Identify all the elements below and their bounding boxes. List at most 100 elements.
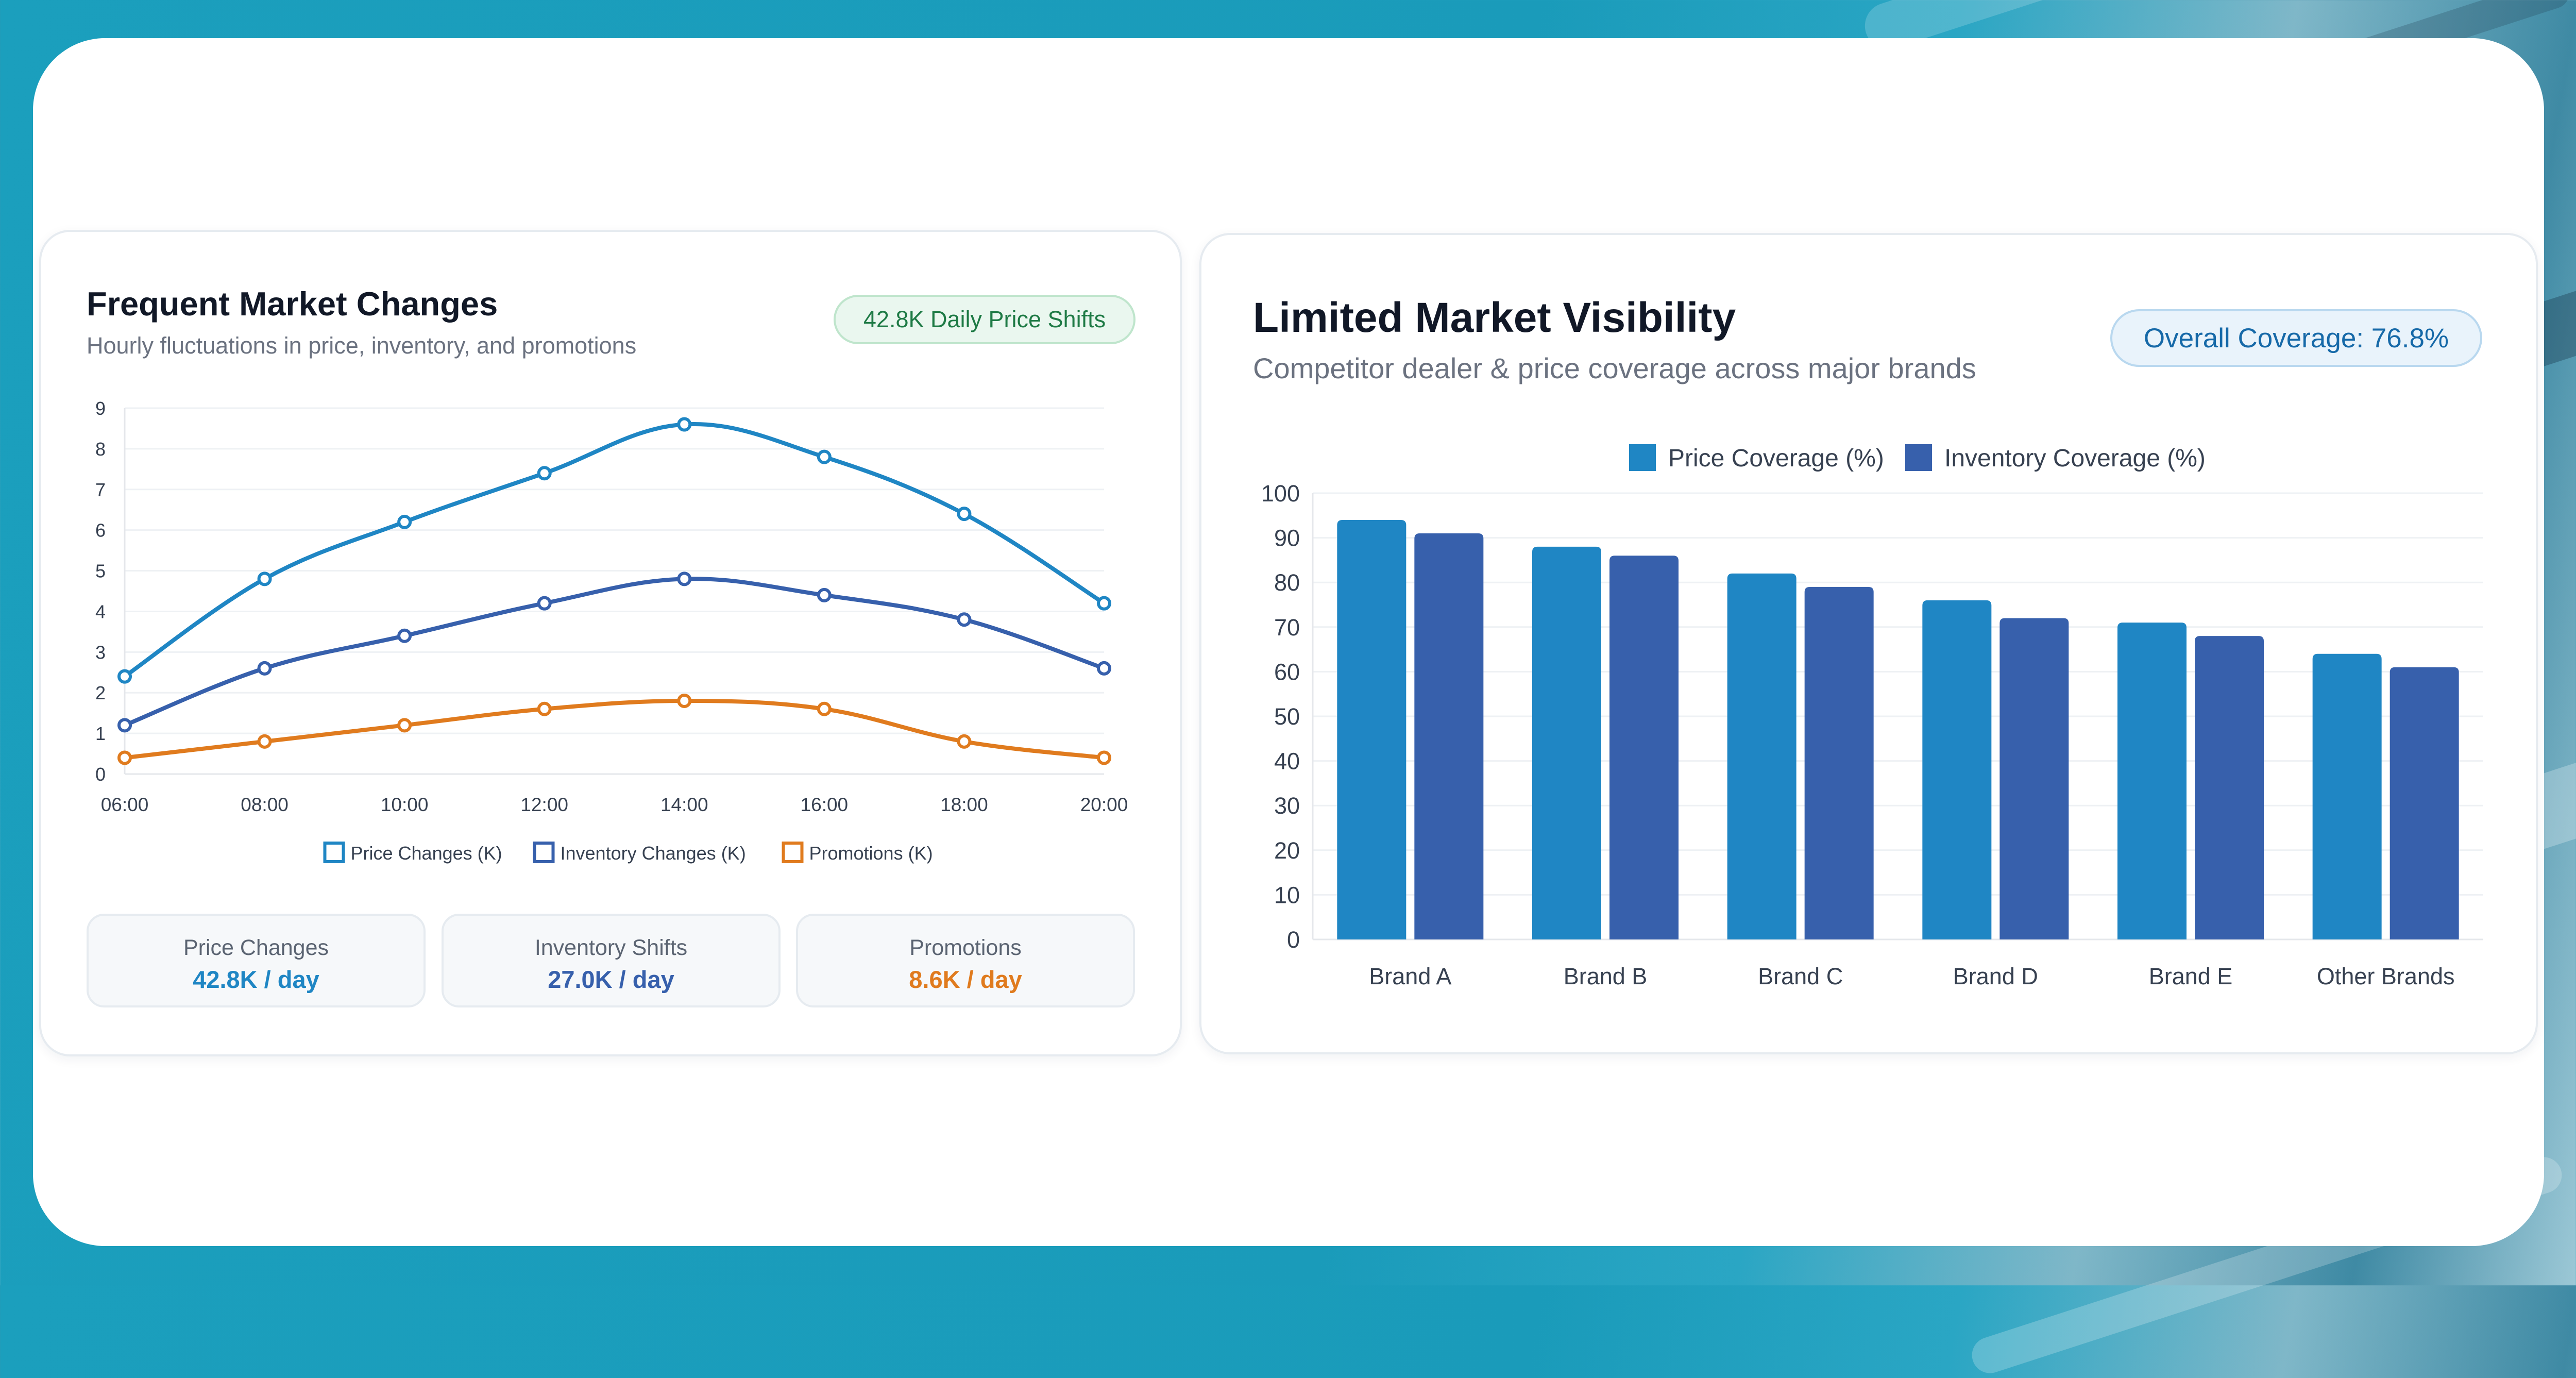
bar [2117, 623, 2187, 939]
x-tick-label: Brand C [1758, 963, 1843, 989]
y-tick-label: 6 [95, 520, 106, 541]
legend-swatch [533, 842, 555, 863]
y-tick-label: 50 [1274, 703, 1300, 730]
legend-swatch [323, 842, 345, 863]
overall-coverage-badge: Overall Coverage: 76.8% [2110, 309, 2482, 367]
x-tick-label: Brand D [1953, 963, 2038, 989]
data-point [397, 718, 412, 733]
data-point [397, 514, 412, 529]
legend-label: Inventory Coverage (%) [1944, 445, 2206, 472]
x-tick-label: 16:00 [801, 794, 849, 815]
data-point [537, 596, 552, 611]
stat-value: 42.8K / day [193, 966, 319, 993]
data-point [397, 628, 412, 643]
x-tick-label: 06:00 [101, 794, 149, 815]
data-point [1097, 750, 1111, 765]
data-point [1097, 596, 1111, 611]
daily-price-shifts-badge: 42.8K Daily Price Shifts [834, 295, 1136, 344]
market-visibility-subtitle: Competitor dealer & price coverage acros… [1253, 352, 1976, 384]
y-tick-label: 0 [1287, 927, 1300, 953]
data-point [957, 734, 972, 749]
data-point [117, 718, 132, 733]
x-tick-label: Brand A [1369, 963, 1451, 989]
data-point [537, 701, 552, 716]
x-tick-label: 08:00 [241, 794, 289, 815]
legend-label: Inventory Changes (K) [561, 843, 746, 864]
y-tick-label: 8 [95, 439, 106, 460]
legend-swatch [1629, 444, 1656, 471]
x-tick-label: Other Brands [2317, 963, 2455, 989]
y-tick-label: 70 [1274, 614, 1300, 641]
stat-label: Promotions [909, 935, 1022, 960]
y-tick-label: 9 [95, 398, 106, 419]
legend-label: Price Coverage (%) [1668, 445, 1884, 472]
data-point [257, 734, 272, 749]
series-line [123, 422, 1106, 678]
series-line [124, 577, 1105, 728]
x-tick-label: Brand E [2149, 963, 2233, 989]
y-tick-label: 1 [95, 723, 106, 744]
y-tick-label: 90 [1274, 525, 1300, 551]
data-point [677, 694, 692, 708]
bar [2312, 653, 2382, 939]
x-tick-label: 12:00 [520, 794, 568, 815]
bar [1414, 533, 1484, 939]
y-tick-label: 5 [95, 561, 106, 582]
y-tick-label: 100 [1261, 480, 1300, 507]
data-point [257, 572, 272, 586]
data-point [677, 417, 692, 432]
data-point [117, 750, 132, 765]
bar [1804, 586, 1874, 939]
bar [1532, 546, 1601, 939]
legend-swatch [782, 842, 804, 863]
y-tick-label: 2 [95, 682, 106, 703]
y-tick-label: 7 [95, 479, 106, 500]
market-visibility-title: Limited Market Visibility [1253, 294, 1736, 341]
bar [2389, 667, 2459, 939]
data-point [817, 587, 832, 602]
y-tick-label: 80 [1274, 569, 1300, 596]
data-point [817, 449, 832, 464]
stat-label: Price Changes [183, 935, 329, 960]
y-tick-label: 4 [95, 601, 106, 622]
y-tick-label: 40 [1274, 748, 1300, 775]
stat-label: Inventory Shifts [534, 935, 688, 960]
x-tick-label: 20:00 [1080, 794, 1128, 815]
bar [1999, 618, 2069, 939]
data-point [1097, 661, 1111, 676]
data-point [957, 612, 972, 627]
bar [1727, 573, 1797, 939]
y-tick-label: 10 [1274, 882, 1300, 908]
legend-label: Promotions (K) [809, 843, 933, 864]
data-point [257, 661, 272, 676]
stat-value: 27.0K / day [548, 966, 674, 993]
x-tick-label: 14:00 [660, 794, 708, 815]
bar-chart: 0 10 20 30 40 50 60 70 80 90 100 Brand A Brand B Bran… [1261, 444, 2483, 989]
x-tick-label: 10:00 [381, 794, 429, 815]
data-point [537, 466, 552, 481]
legend-swatch [1905, 444, 1932, 471]
series-line [124, 698, 1105, 760]
stat-promotions: Promotions 8.6K / day [796, 914, 1135, 1007]
legend-label: Price Changes (K) [351, 843, 502, 864]
data-point [117, 669, 132, 684]
y-tick-label: 30 [1274, 793, 1300, 819]
bar [1337, 519, 1406, 939]
market-changes-subtitle: Hourly fluctuations in price, inventory,… [87, 332, 637, 359]
line-chart: 0 1 2 3 4 5 6 7 8 9 06:00 08:00 10:00 12:00 14:00 16:00… [95, 398, 1128, 864]
stat-value: 8.6K / day [909, 966, 1022, 993]
y-tick-label: 60 [1274, 659, 1300, 685]
bar [1922, 600, 1992, 939]
y-tick-label: 20 [1274, 837, 1300, 864]
stat-inventory-shifts: Inventory Shifts 27.0K / day [442, 914, 781, 1007]
data-point [817, 701, 832, 716]
bar [1609, 556, 1679, 939]
data-point [677, 572, 692, 586]
y-tick-label: 0 [95, 764, 106, 785]
bar [2195, 636, 2264, 939]
x-tick-label: 18:00 [940, 794, 988, 815]
x-tick-label: Brand B [1564, 963, 1648, 989]
y-tick-label: 3 [95, 642, 106, 663]
data-point [957, 507, 972, 522]
stat-price-changes: Price Changes 42.8K / day [87, 914, 426, 1007]
